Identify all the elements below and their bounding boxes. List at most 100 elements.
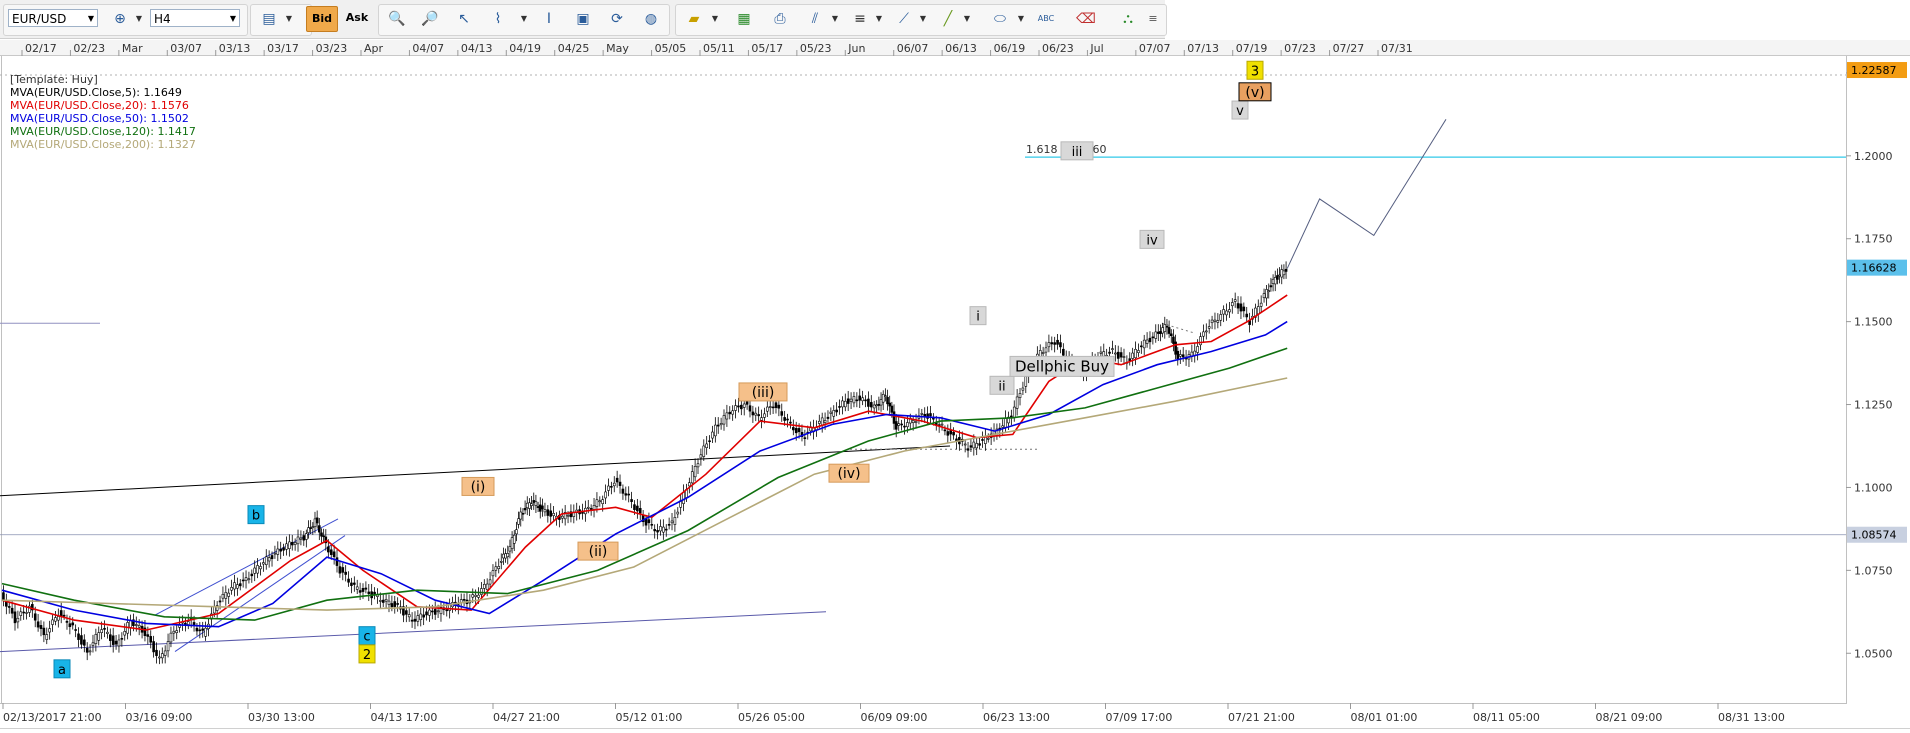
menu-icon[interactable]: ≡ xyxy=(1148,12,1158,25)
candle-body xyxy=(711,431,714,439)
chart-type-group xyxy=(250,4,312,36)
candle-body xyxy=(152,641,155,653)
candle-body xyxy=(485,583,489,591)
crosshair-icon[interactable]: ⊕ xyxy=(114,11,126,27)
candle-body xyxy=(361,588,365,592)
candle-body xyxy=(270,555,274,560)
wave-label: (iv) xyxy=(837,466,860,482)
candle-body xyxy=(1001,425,1004,428)
wave-label: (iii) xyxy=(752,385,775,401)
chevron-down-icon[interactable]: ▼ xyxy=(831,14,839,23)
candle-body xyxy=(358,590,362,593)
candle-body xyxy=(849,398,853,402)
price-marker-box xyxy=(1847,62,1907,79)
candle-body xyxy=(633,504,636,510)
candle-body xyxy=(1242,306,1246,312)
print-icon[interactable]: ⎙ xyxy=(774,11,786,27)
wave-label: b xyxy=(252,509,260,524)
timeframe-select[interactable]: H4 ▼ xyxy=(150,9,240,27)
ruler-icon[interactable]: ▰ xyxy=(688,11,700,27)
candle-body xyxy=(22,611,25,614)
bid-button[interactable]: Bid xyxy=(306,6,338,32)
y-tick-label: 1.0750 xyxy=(1854,564,1893,577)
chart-type-icon[interactable]: ▤ xyxy=(262,11,276,27)
top-axis-label: 07/31 xyxy=(1381,42,1413,55)
candle-body xyxy=(1239,303,1243,312)
candle-body xyxy=(644,519,648,526)
chevron-down-icon[interactable]: ▼ xyxy=(1017,14,1025,23)
symbol-select[interactable]: EUR/USD ▼ xyxy=(8,9,98,27)
templates-icon[interactable]: ▣ xyxy=(576,11,590,27)
candle-body xyxy=(402,606,405,616)
candle-body xyxy=(439,606,443,615)
chevron-down-icon[interactable]: ▼ xyxy=(963,14,971,23)
eraser-icon[interactable]: ⌫ xyxy=(1076,11,1096,27)
chevron-down-icon[interactable]: ▼ xyxy=(919,14,927,23)
price-chart[interactable]: 1.618 1.19960 abc2(i)(ii)(iii)(iv)iiiiii… xyxy=(0,40,1910,733)
candle-body xyxy=(1222,309,1225,315)
chevron-down-icon[interactable]: ▼ xyxy=(520,14,528,23)
candle-body xyxy=(797,428,801,433)
ask-button[interactable]: Ask xyxy=(345,11,369,24)
candle-body xyxy=(48,628,51,633)
draw-tools-icon[interactable]: ⫽ xyxy=(811,11,819,27)
trendline-icon[interactable]: ╱ xyxy=(943,11,953,27)
text-icon[interactable]: ABC xyxy=(1037,14,1055,23)
candle-body xyxy=(186,621,190,625)
candle-body xyxy=(560,515,564,519)
y-tick-label: 1.0500 xyxy=(1854,647,1893,660)
zoom-in-icon[interactable]: 🔍 xyxy=(388,11,406,27)
candle-body xyxy=(546,509,550,516)
image-icon[interactable]: ▦ xyxy=(737,11,751,27)
bottom-axis-label: 05/12 01:00 xyxy=(616,711,683,724)
ellipse-icon[interactable]: ⬭ xyxy=(994,11,1006,27)
candle-body xyxy=(852,396,856,404)
indicators-icon[interactable]: ⌇ xyxy=(494,11,502,27)
chevron-down-icon[interactable]: ▼ xyxy=(135,14,143,23)
candle-body xyxy=(77,633,80,640)
top-axis-label: 02/17 xyxy=(25,42,57,55)
candle-body xyxy=(563,512,567,520)
legend-ma20-label: MVA(EUR/USD.Close,20): xyxy=(10,99,147,112)
candle-body xyxy=(1062,348,1065,356)
candle-body xyxy=(595,499,599,507)
candle-body xyxy=(1259,302,1263,307)
candle-body xyxy=(598,500,602,503)
candle-body xyxy=(541,505,544,510)
chart-area[interactable]: 1.618 1.19960 abc2(i)(ii)(iii)(iv)iiiiii… xyxy=(0,40,1910,733)
candle-body xyxy=(914,420,918,423)
legend-ma200-value: 1.1327 xyxy=(157,138,196,151)
candle-body xyxy=(1131,352,1134,359)
cursor-icon[interactable]: ↖ xyxy=(458,11,470,27)
candle-body xyxy=(433,609,437,615)
candle-body xyxy=(318,525,321,533)
top-axis-label: 05/17 xyxy=(751,42,783,55)
candle-body xyxy=(477,594,480,598)
candle-body xyxy=(826,416,830,419)
candle-body xyxy=(1163,324,1167,332)
chevron-down-icon[interactable]: ▼ xyxy=(285,14,293,23)
wave-label-box xyxy=(738,382,788,402)
candle-body xyxy=(636,505,639,512)
wave-labels-layer: abc2(i)(ii)(iii)(iv)iiiiiiivv(v)3Dellphi… xyxy=(53,60,1272,679)
fib-icon[interactable]: ⟋ xyxy=(899,11,909,27)
refresh-icon[interactable]: ⟳ xyxy=(611,11,623,27)
horizontal-line-icon[interactable]: ≡ xyxy=(854,11,866,27)
candle-body xyxy=(10,607,14,614)
candle-body xyxy=(480,588,483,595)
candle-body xyxy=(355,586,359,590)
top-axis-label: 07/13 xyxy=(1187,42,1219,55)
candle-body xyxy=(204,627,207,637)
zoom-out-icon[interactable]: 🔎 xyxy=(421,11,439,27)
candle-body xyxy=(97,632,101,641)
chevron-down-icon[interactable]: ▼ xyxy=(875,14,883,23)
candle-body xyxy=(688,482,691,487)
candle-body xyxy=(313,518,317,528)
candle-body xyxy=(766,406,769,412)
candle-body xyxy=(175,630,179,633)
network-icon[interactable]: ⛬ xyxy=(1123,11,1133,27)
candle-body xyxy=(264,556,268,565)
data-window-icon[interactable]: Ι xyxy=(546,11,552,27)
chevron-down-icon[interactable]: ▼ xyxy=(711,14,719,23)
globe-icon[interactable]: ◍ xyxy=(644,11,658,27)
